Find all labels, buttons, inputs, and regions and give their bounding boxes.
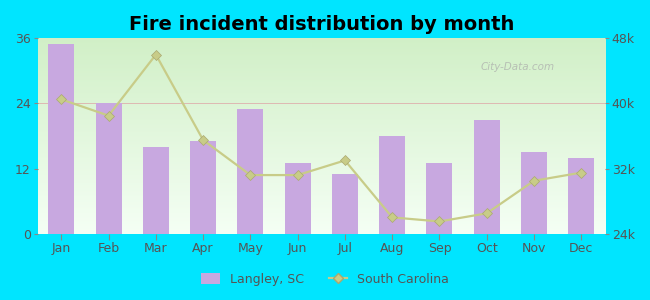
Bar — [285, 163, 311, 234]
Bar — [474, 120, 500, 234]
Bar — [568, 158, 594, 234]
Bar — [190, 141, 216, 234]
Legend: Langley, SC, South Carolina: Langley, SC, South Carolina — [196, 268, 454, 291]
Bar — [521, 152, 547, 234]
Bar — [143, 147, 169, 234]
Text: City-Data.com: City-Data.com — [480, 62, 554, 72]
Bar — [332, 174, 358, 234]
Bar — [48, 44, 74, 234]
Bar — [379, 136, 405, 234]
Title: Fire incident distribution by month: Fire incident distribution by month — [129, 15, 514, 34]
Bar — [96, 103, 122, 234]
Bar — [237, 109, 263, 234]
Bar — [426, 163, 452, 234]
